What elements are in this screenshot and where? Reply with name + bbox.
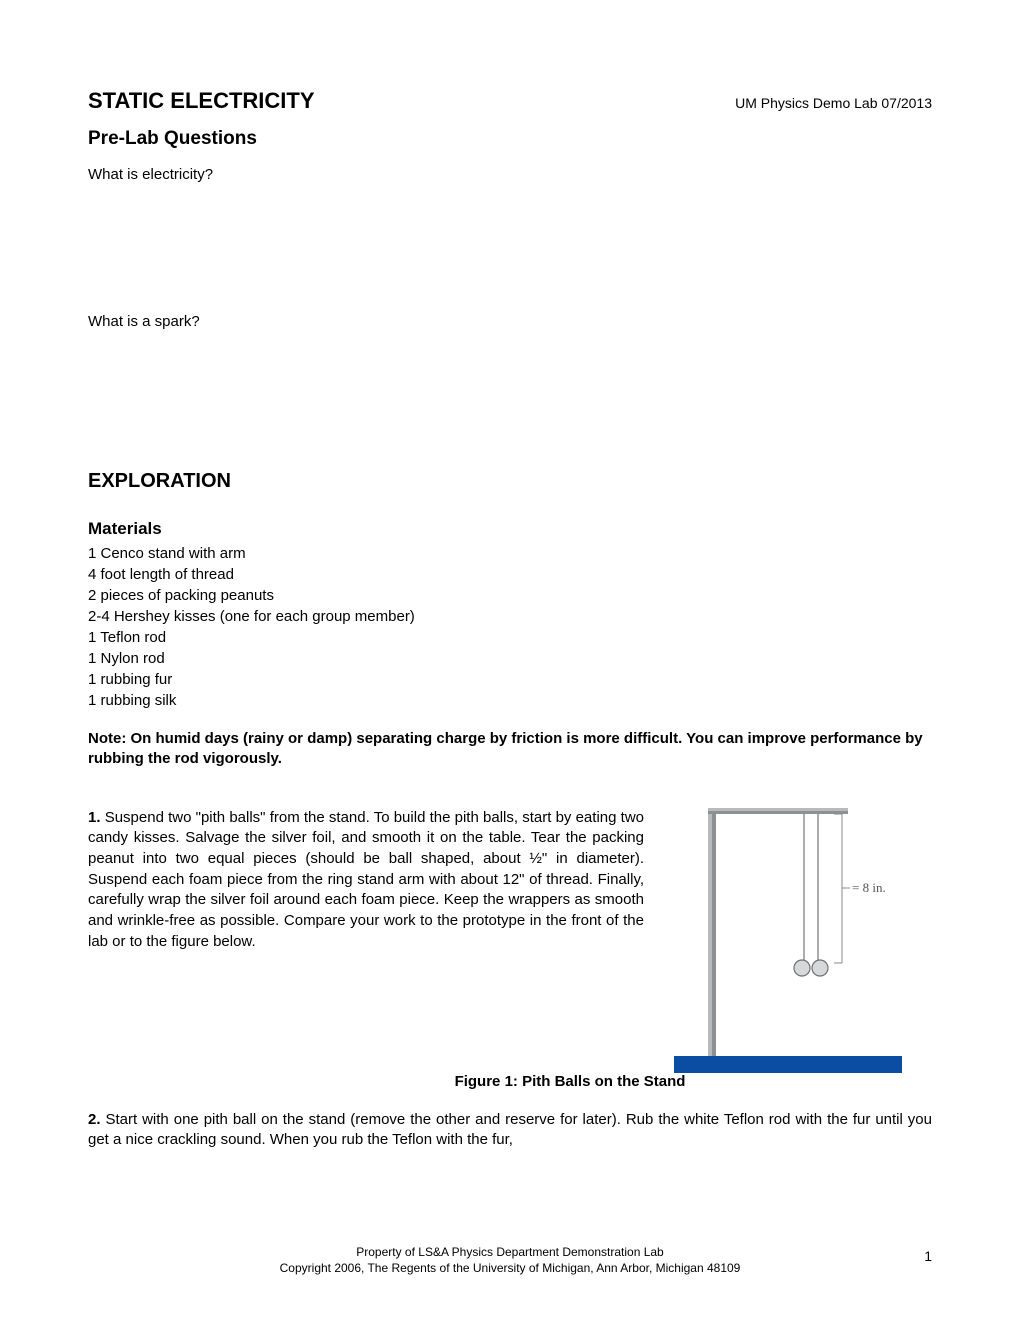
note-text: Note: On humid days (rainy or damp) sepa… [88, 729, 932, 770]
material-item: 1 Teflon rod [88, 627, 932, 648]
step-1-number: 1. [88, 809, 101, 826]
step-1-container: = 8 in. 1. Suspend two "pith balls" from… [88, 808, 932, 953]
exploration-title: EXPLORATION [88, 470, 932, 493]
material-item: 1 rubbing silk [88, 690, 932, 711]
material-item: 1 rubbing fur [88, 669, 932, 690]
material-item: 1 Cenco stand with arm [88, 543, 932, 564]
measurement-label: = 8 in. [852, 880, 886, 895]
page-number: 1 [924, 1248, 932, 1264]
pith-ball-diagram-icon: = 8 in. [674, 808, 902, 1073]
material-item: 2-4 Hershey kisses (one for each group m… [88, 606, 932, 627]
materials-list: 1 Cenco stand with arm 4 foot length of … [88, 543, 932, 711]
material-item: 4 foot length of thread [88, 564, 932, 585]
step-2-text: 2. Start with one pith ball on the stand… [88, 1110, 932, 1151]
figure-caption: Figure 1: Pith Balls on the Stand [208, 1073, 932, 1090]
question-2: What is a spark? [88, 313, 932, 330]
footer: Property of LS&A Physics Department Demo… [88, 1244, 932, 1276]
material-item: 1 Nylon rod [88, 648, 932, 669]
material-item: 2 pieces of packing peanuts [88, 585, 932, 606]
question-1: What is electricity? [88, 166, 932, 183]
footer-line-1: Property of LS&A Physics Department Demo… [88, 1244, 932, 1260]
footer-line-2: Copyright 2006, The Regents of the Unive… [88, 1260, 932, 1276]
figure-1: = 8 in. [674, 808, 902, 1073]
step-2-body: Start with one pith ball on the stand (r… [88, 1111, 932, 1148]
subtitle: Pre-Lab Questions [88, 128, 932, 150]
header-meta: UM Physics Demo Lab 07/2013 [735, 95, 932, 111]
step-2-number: 2. [88, 1111, 101, 1128]
main-title: STATIC ELECTRICITY [88, 88, 315, 114]
materials-heading: Materials [88, 519, 932, 539]
header-row: STATIC ELECTRICITY UM Physics Demo Lab 0… [88, 88, 932, 114]
step-1-body: Suspend two "pith balls" from the stand.… [88, 809, 644, 950]
